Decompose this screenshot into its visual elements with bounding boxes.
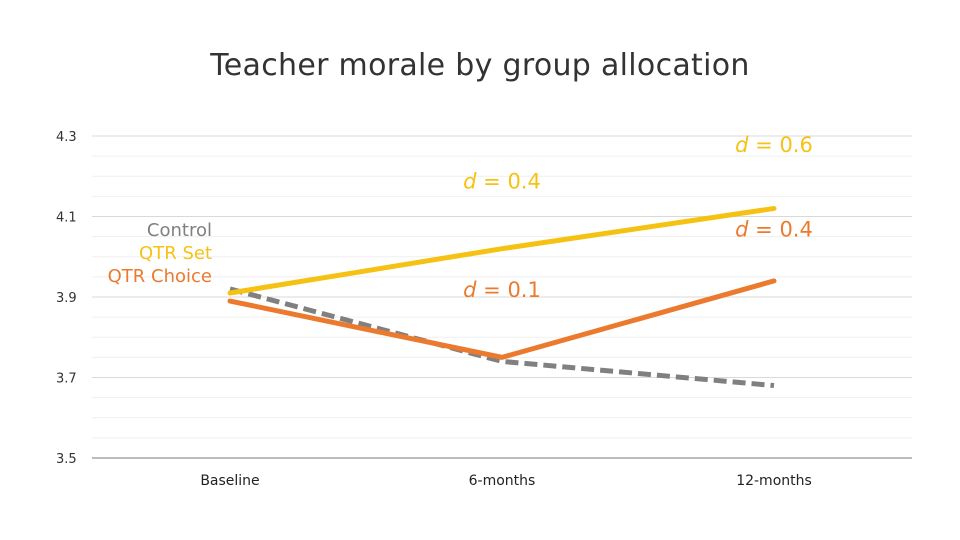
annotations: d = 0.4 d = 0.6 d = 0.1 d = 0.4 [463,133,813,302]
effect-size-annotation: d = 0.6 [735,133,813,157]
chart-title: Teacher morale by group allocation [210,48,750,83]
legend-entry: QTR Choice [108,266,212,287]
series-line-control [229,286,775,389]
effect-size-annotation: d = 0.1 [463,278,541,302]
effect-size-annotation: d = 0.4 [463,169,541,193]
y-tick-label: 3.9 [56,291,77,306]
y-tick-label: 3.7 [56,372,77,387]
effect-size-annotation: d = 0.4 [735,218,813,242]
gridlines [92,135,912,439]
y-tick-label: 4.1 [56,211,77,226]
y-tick-label: 3.5 [56,452,77,467]
x-tick-label: 12-months [736,473,812,489]
y-tick-label: 4.3 [56,130,77,145]
series-line-qtr-choice [227,278,777,360]
axes: 4.3 4.1 3.9 3.7 3.5 Baseline 6-months 12-months [56,130,912,489]
series-line-qtr-set [227,205,777,296]
series-lines [227,205,777,389]
x-tick-label: Baseline [200,473,259,489]
legend-entry: Control [147,220,212,241]
x-tick-label: 6-months [469,473,536,489]
legend-entry: QTR Set [139,243,212,264]
